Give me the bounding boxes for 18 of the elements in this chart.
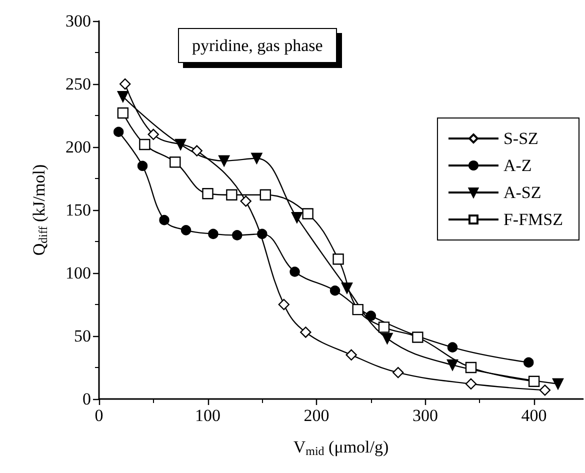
annotation: pyridine, gas phase [192, 36, 323, 55]
y-tick-label: 50 [74, 326, 91, 346]
y-tick-label: 250 [66, 74, 91, 94]
x-tick-label: 100 [195, 406, 221, 425]
legend-label: F-FMSZ [503, 210, 564, 229]
x-tick-label: 200 [304, 406, 330, 425]
legend-label: S-SZ [503, 129, 538, 148]
y-tick-label: 100 [66, 264, 91, 282]
y-tick-label: 0 [82, 390, 91, 408]
x-tick-label: 300 [412, 406, 438, 425]
x-tick-label: 400 [521, 406, 547, 425]
y-tick-label: 150 [66, 200, 91, 220]
legend-label: A-SZ [503, 183, 542, 202]
legend-label: A-Z [503, 156, 532, 175]
x-tick-label: 0 [94, 406, 104, 425]
y-axis-title: Qdiff (kJ/mol) [30, 164, 50, 256]
y-tick-label: 300 [66, 12, 91, 30]
y-tick-label: 200 [66, 138, 91, 156]
